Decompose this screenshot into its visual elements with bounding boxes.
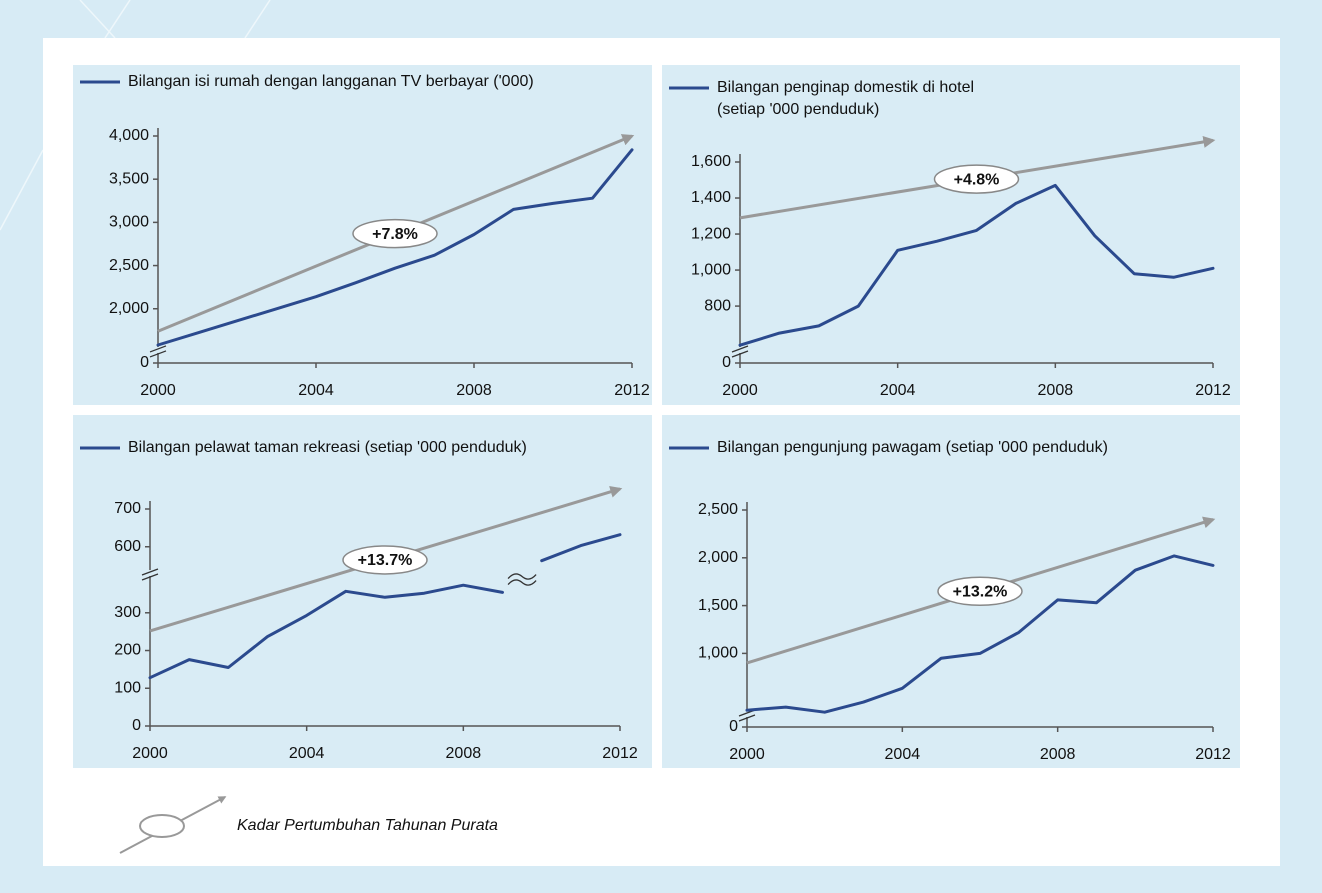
chart-panel (662, 65, 1240, 405)
axis-break (732, 347, 748, 354)
y-tick-label: 2,500 (698, 501, 738, 518)
y-tick-label: 0 (140, 354, 149, 371)
legend-label: Bilangan pengunjung pawagam (setiap '000… (717, 439, 1108, 456)
axis-break (149, 345, 167, 358)
x-tick-label: 2000 (140, 382, 176, 399)
series-line (156, 148, 634, 347)
series-line (148, 533, 622, 680)
axis-break (141, 568, 159, 581)
trend-label: +4.8% (954, 171, 1000, 188)
x-tick-label: 2012 (1195, 746, 1231, 763)
footnote: Kadar Pertumbuhan Tahunan Purata (237, 817, 498, 834)
y-tick-label: 4,000 (109, 127, 149, 144)
axis-break (142, 570, 158, 577)
y-tick-label: 600 (114, 538, 141, 555)
x-tick-label: 2012 (614, 382, 650, 399)
series-line (745, 554, 1215, 714)
x-tick-label: 2008 (1040, 746, 1076, 763)
axis-break (150, 346, 166, 353)
trend-label: +13.2% (953, 583, 1008, 600)
trend-label: +13.7% (358, 552, 413, 569)
y-tick-label: 1,500 (698, 597, 738, 614)
axis-break (731, 345, 749, 358)
y-tick-label: 2,000 (698, 549, 738, 566)
x-tick-label: 2008 (1038, 382, 1074, 399)
x-tick-label: 2004 (880, 382, 916, 399)
y-tick-label: 1,000 (698, 645, 738, 662)
x-tick-label: 2008 (456, 382, 492, 399)
y-tick-label: 3,000 (109, 214, 149, 231)
x-tick-label: 2012 (1195, 382, 1231, 399)
legend-label: Bilangan pelawat taman rekreasi (setiap … (128, 439, 527, 456)
y-tick-label: 1,600 (691, 153, 731, 170)
y-tick-label: 700 (114, 500, 141, 517)
trend-label-oval (933, 164, 1020, 194)
axis-break (739, 711, 755, 718)
y-tick-label: 1,200 (691, 225, 731, 242)
y-tick-label: 300 (114, 604, 141, 621)
x-tick-label: 2004 (298, 382, 334, 399)
y-tick-label: 0 (722, 354, 731, 371)
x-tick-label: 2012 (602, 745, 638, 762)
x-tick-label: 2004 (289, 745, 325, 762)
trend-label-oval (352, 218, 438, 249)
y-tick-label: 2,500 (109, 257, 149, 274)
legend-label: Bilangan penginap domestik di hotel (set… (717, 79, 975, 118)
x-tick-label: 2000 (132, 745, 168, 762)
chart-panel (73, 415, 652, 768)
line-break (507, 573, 537, 586)
y-tick-label: 2,000 (109, 300, 149, 317)
x-tick-label: 2004 (885, 746, 921, 763)
footnote-symbol (119, 796, 227, 854)
x-tick-label: 2000 (722, 382, 758, 399)
y-tick-label: 0 (132, 717, 141, 734)
trend-label-oval (937, 576, 1023, 607)
x-tick-label: 2008 (446, 745, 482, 762)
legend-label: Bilangan isi rumah dengan langganan TV b… (128, 73, 534, 90)
decor (0, 0, 271, 231)
trend-label-oval (342, 545, 428, 575)
y-tick-label: 0 (729, 718, 738, 735)
y-tick-label: 3,500 (109, 170, 149, 187)
y-tick-label: 1,400 (691, 189, 731, 206)
y-tick-label: 100 (114, 679, 141, 696)
series-line (738, 183, 1215, 347)
y-tick-label: 200 (114, 642, 141, 659)
x-tick-label: 2000 (729, 746, 765, 763)
y-tick-label: 800 (704, 297, 731, 314)
trend-label: +7.8% (372, 226, 418, 243)
y-tick-label: 1,000 (691, 261, 731, 278)
